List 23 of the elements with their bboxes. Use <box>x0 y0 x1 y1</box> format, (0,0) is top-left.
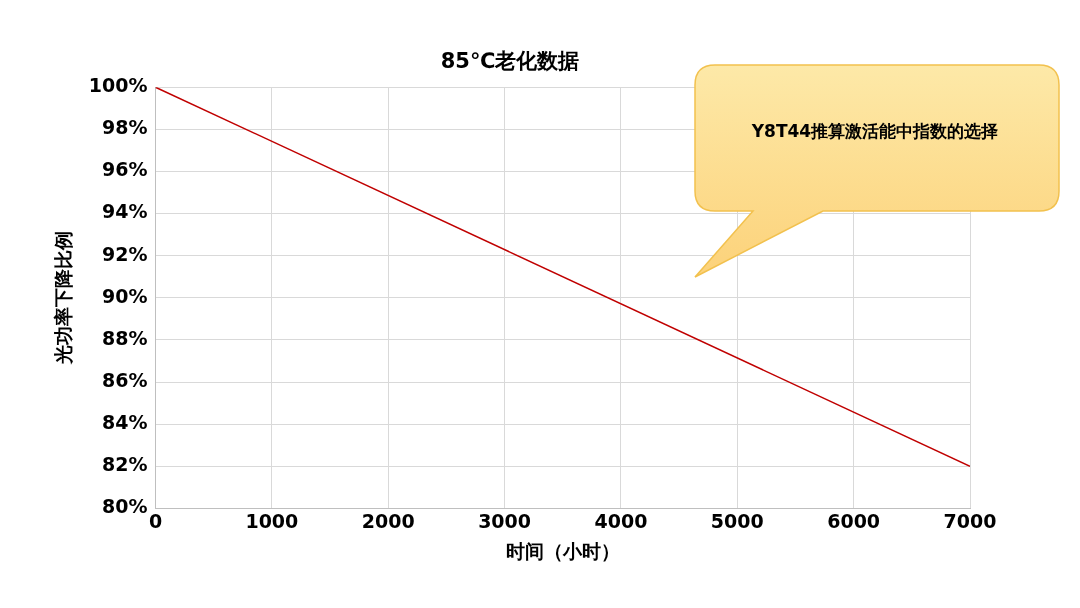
y-tick-label: 92% <box>102 242 148 265</box>
x-axis-title: 时间（小时） <box>505 539 620 562</box>
chart-title: 85℃老化数据 <box>440 49 580 74</box>
x-tick-label: 5000 <box>710 509 764 532</box>
y-tick-label: 82% <box>102 453 148 476</box>
annotation: Y8T44推算激活能中指数的选择 <box>750 120 1000 143</box>
y-tick-label: 94% <box>102 200 148 223</box>
x-tick-label: 0 <box>148 509 163 532</box>
y-tick-label: 98% <box>102 116 148 139</box>
y-tick-label: 96% <box>102 158 148 181</box>
x-tick-label: 4000 <box>594 509 648 532</box>
x-tick-label: 3000 <box>478 509 532 532</box>
x-tick-label: 1000 <box>245 509 299 532</box>
y-tick-label: 88% <box>102 326 148 349</box>
y-tick-label: 80% <box>102 495 148 518</box>
y-tick-label: 86% <box>102 368 148 391</box>
x-tick-label: 6000 <box>827 509 881 532</box>
y-tick-label: 100% <box>88 74 148 97</box>
x-tick-label: 7000 <box>943 509 997 532</box>
y-tick-label: 84% <box>102 411 148 434</box>
x-tick-label: 2000 <box>361 509 415 532</box>
y-tick-label: 90% <box>102 284 148 307</box>
y-axis-title: 光功率下降比例 <box>52 231 75 366</box>
